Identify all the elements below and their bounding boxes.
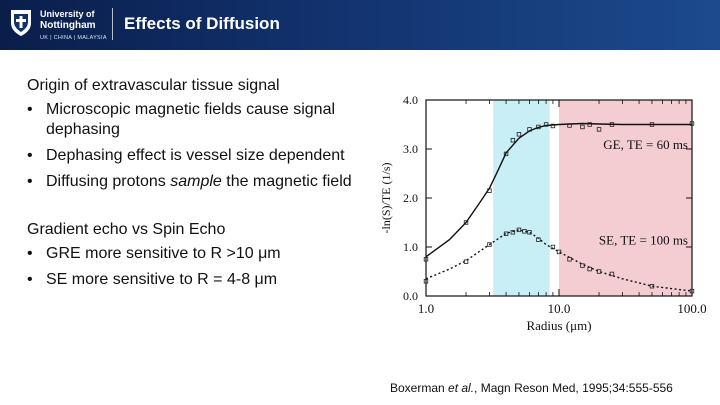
- bullet-text-suffix: the magnetic field: [221, 173, 352, 190]
- ge-data-point: [527, 127, 532, 132]
- y-axis-label: -ln(S)/TE (1/s): [379, 163, 393, 234]
- slide-title: Effects of Diffusion: [124, 14, 280, 33]
- ge-data-point: [689, 121, 695, 126]
- bullet-list-1: Microscopic magnetic fields cause signal…: [27, 100, 357, 192]
- bullet-item: Microscopic magnetic fields cause signal…: [27, 100, 357, 140]
- y-tick-label: 2.0: [403, 191, 418, 205]
- se-data-point: [536, 237, 541, 242]
- se-data-point: [609, 271, 615, 277]
- shaded-region-pink: [559, 100, 692, 296]
- university-line3: UK | CHINA | MALAYSIA: [40, 35, 107, 41]
- ge-data-point: [649, 122, 655, 127]
- y-tick-label: 4.0: [403, 93, 418, 107]
- section-heading-1: Origin of extravascular tissue signal: [27, 77, 280, 94]
- section-heading-2: Gradient echo vs Spin Echo: [27, 221, 226, 238]
- ge-data-point: [543, 122, 549, 127]
- bullet-item: GRE more sensitive to R >10 μm: [27, 244, 357, 264]
- se-data-point: [522, 229, 527, 234]
- ge-data-point: [510, 137, 516, 143]
- ge-data-point: [550, 123, 556, 129]
- bullet-text-prefix: Diffusing protons: [46, 173, 171, 190]
- slide-body: Origin of extravascular tissue signal Mi…: [27, 76, 357, 296]
- ge-data-point: [609, 122, 615, 127]
- se-data-point: [580, 263, 585, 268]
- ge-data-point: [536, 124, 541, 130]
- ge-data-point: [580, 124, 585, 130]
- ge-series-label: GE, TE = 60 ms: [603, 137, 688, 152]
- x-tick-label: 100.0: [677, 301, 706, 316]
- citation-rest: , Magn Reson Med, 1995;34:555-556: [474, 381, 673, 395]
- diffusion-chart: 0.01.02.03.04.01.0 10.0 100.0 GE, TE = 60 …: [379, 93, 707, 333]
- bullet-item: SE more sensitive to R = 4-8 μm: [27, 270, 357, 290]
- se-data-point: [689, 288, 695, 294]
- university-crest-icon: [11, 10, 31, 36]
- ge-data-point: [463, 220, 469, 225]
- bullet-text-emphasis: sample: [170, 173, 222, 190]
- y-tick-label: 0.0: [403, 289, 418, 303]
- ge-data-point: [587, 122, 592, 127]
- se-data-point: [487, 242, 492, 247]
- se-data-point: [503, 231, 509, 236]
- se-data-point: [649, 283, 655, 289]
- se-data-point: [516, 227, 522, 233]
- se-data-point: [550, 244, 556, 250]
- y-tick-label: 1.0: [403, 240, 418, 254]
- shaded-region-cyan: [493, 100, 550, 296]
- se-data-point: [423, 279, 429, 284]
- se-data-point: [527, 230, 532, 235]
- se-data-point: [556, 249, 562, 255]
- citation: Boxerman et al., Magn Reson Med, 1995;34…: [390, 381, 673, 395]
- bullet-list-2: GRE more sensitive to R >10 μm SE more s…: [27, 244, 357, 290]
- university-logo-text: University of Nottingham UK | CHINA | MA…: [40, 9, 107, 44]
- se-data-point: [510, 230, 516, 235]
- se-series-label: SE, TE = 100 ms: [599, 233, 688, 248]
- citation-author: Boxerman: [390, 381, 449, 395]
- se-data-point: [567, 257, 572, 262]
- se-data-point: [463, 259, 469, 264]
- bullet-item: Dephasing effect is vessel size dependen…: [27, 146, 357, 166]
- slide-header: University of Nottingham UK | CHINA | MA…: [0, 0, 720, 50]
- y-tick-label: 3.0: [403, 142, 418, 156]
- ge-data-point: [423, 257, 429, 262]
- ge-data-point: [503, 151, 509, 157]
- se-data-point: [596, 269, 602, 274]
- university-line1: University of: [40, 9, 95, 19]
- header-divider: [112, 8, 113, 40]
- ge-data-point: [487, 188, 492, 193]
- bullet-item: Diffusing protons sample the magnetic fi…: [27, 172, 357, 192]
- ge-data-point: [516, 132, 522, 137]
- x-tick-label: 10.0: [548, 301, 571, 316]
- x-axis-label: Radius (μm): [526, 318, 591, 333]
- ge-data-point: [596, 127, 602, 132]
- ge-data-point: [567, 123, 572, 128]
- x-tick-label: 1.0: [418, 301, 434, 316]
- se-data-point: [587, 266, 592, 272]
- citation-etal: et al.: [448, 381, 475, 395]
- university-line2: Nottingham: [40, 20, 96, 31]
